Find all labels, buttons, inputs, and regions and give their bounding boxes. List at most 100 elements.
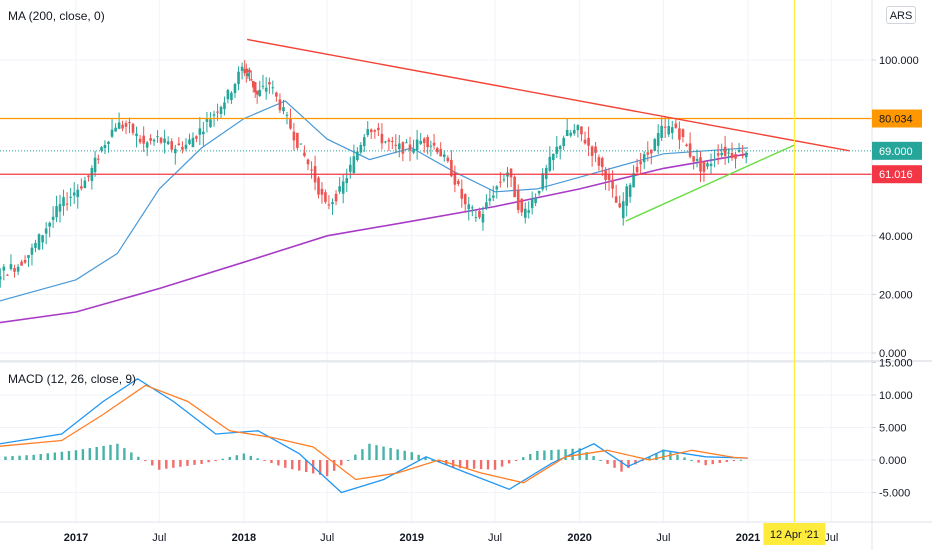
ma200-line: [0, 153, 749, 324]
histogram-bar: [704, 460, 707, 466]
time-tick-label: Jul: [320, 532, 334, 544]
candle-body: [713, 159, 716, 161]
candle-body: [667, 126, 671, 135]
candle-body: [513, 176, 516, 198]
candle-body: [394, 144, 398, 146]
price-badge-label: 61.016: [879, 169, 913, 181]
candle-body: [405, 142, 408, 144]
price-badge: [872, 109, 922, 128]
candle-body: [485, 202, 488, 209]
histogram-bar: [711, 460, 714, 465]
price-badge: [872, 141, 922, 160]
candle-body: [422, 138, 426, 144]
candle-body: [51, 216, 55, 220]
candle-body: [124, 123, 128, 127]
candle-body: [488, 198, 492, 201]
candle-body: [419, 140, 422, 144]
candle-body: [48, 222, 51, 227]
candle-body: [128, 122, 131, 124]
histogram-bar: [620, 460, 623, 472]
histogram-bar: [543, 450, 546, 460]
histogram-bar: [39, 454, 42, 460]
histogram-bar: [11, 456, 14, 460]
candle-body: [558, 146, 562, 150]
candle-body: [209, 119, 212, 128]
candle-body: [670, 127, 674, 133]
histogram-bar: [557, 449, 560, 460]
histogram-bar: [18, 455, 21, 460]
candle-body: [685, 144, 688, 147]
macd-line: [0, 378, 749, 494]
candle-body: [145, 142, 149, 148]
candle-body: [453, 172, 457, 185]
candle-body: [163, 138, 166, 143]
candle-body: [41, 235, 44, 243]
histogram-bar: [424, 457, 427, 460]
candle-body: [216, 111, 219, 113]
candle-body: [583, 139, 587, 144]
histogram-bar: [536, 450, 539, 460]
candle-body: [709, 163, 713, 167]
candle-body: [653, 139, 657, 151]
price-tick-label: 100.000: [879, 55, 919, 67]
candle-body: [181, 146, 184, 150]
time-tick-label: 2017: [64, 532, 88, 544]
candle-body: [117, 122, 121, 129]
histogram-bar: [179, 460, 182, 467]
candlestick-series: [0, 60, 748, 288]
date-marker-badge: [763, 523, 826, 545]
candle-body: [660, 125, 663, 138]
candle-body: [149, 138, 152, 141]
candle-body: [251, 80, 255, 88]
candle-body: [544, 167, 548, 179]
macd-indicator-label[interactable]: MACD (12, 26, close, 9): [8, 372, 137, 386]
histogram-bar: [669, 452, 672, 460]
candle-body: [408, 144, 412, 151]
candle-body: [702, 161, 706, 172]
candle-body: [156, 136, 159, 138]
candle-body: [632, 173, 635, 188]
price-badge: [872, 165, 922, 184]
histogram-bar: [683, 457, 686, 460]
candle-body: [55, 206, 58, 218]
histogram-bar: [263, 460, 266, 461]
candle-body: [334, 193, 338, 202]
candle-body: [306, 159, 310, 165]
histogram-bar: [256, 458, 259, 460]
candle-body: [114, 127, 117, 132]
candle-body: [516, 189, 520, 210]
histogram-bar: [165, 460, 168, 469]
candle-body: [520, 199, 524, 213]
candle-body: [562, 137, 565, 147]
histogram-bar: [298, 460, 301, 471]
candle-body: [107, 141, 110, 145]
trendlines: [246, 38, 850, 222]
candle-body: [69, 196, 72, 198]
time-tick-label: Jul: [824, 532, 838, 544]
candle-body: [152, 139, 156, 142]
histogram-bar: [514, 460, 518, 461]
candle-body: [93, 157, 97, 173]
candle-body: [474, 217, 478, 219]
histogram-bar: [221, 458, 224, 460]
candle-body: [237, 71, 240, 85]
candle-body: [268, 82, 271, 85]
candle-body: [737, 149, 741, 152]
candle-body: [20, 261, 23, 266]
time-tick-label: 2019: [400, 532, 424, 544]
candle-body: [706, 163, 709, 167]
ma-indicator-label[interactable]: MA (200, close, 0): [8, 9, 105, 23]
currency-button[interactable]: ARS: [886, 6, 916, 24]
candle-body: [534, 197, 537, 204]
candle-body: [727, 152, 730, 154]
time-tick-label: 2021: [736, 532, 760, 544]
candle-body: [391, 141, 394, 143]
candle-body: [594, 146, 597, 153]
candle-body: [76, 189, 80, 198]
histogram-bar: [550, 450, 553, 460]
candle-body: [426, 137, 429, 148]
histogram-bar: [325, 460, 329, 477]
candle-body: [450, 159, 453, 177]
ma-short-line: [0, 100, 749, 302]
